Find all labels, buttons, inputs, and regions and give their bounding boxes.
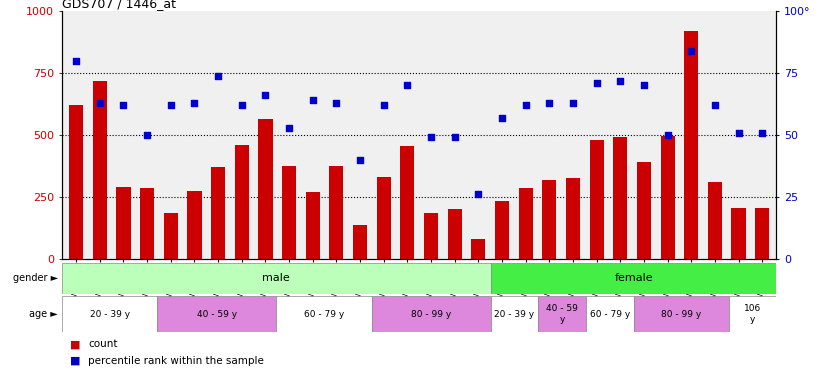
Bar — [401, 146, 415, 259]
Point — [519, 102, 532, 108]
Bar — [732, 208, 746, 259]
Point — [543, 100, 556, 106]
Point — [69, 58, 83, 64]
Bar — [684, 31, 698, 259]
Point — [567, 100, 580, 106]
Bar — [235, 145, 249, 259]
Bar — [353, 225, 367, 259]
Text: 80 - 99 y: 80 - 99 y — [661, 310, 701, 318]
Point — [93, 100, 107, 106]
Bar — [448, 209, 462, 259]
Bar — [62, 262, 491, 294]
Bar — [259, 119, 273, 259]
Bar — [590, 140, 604, 259]
Text: count: count — [88, 339, 118, 349]
Point — [732, 129, 745, 135]
Bar — [519, 188, 533, 259]
Bar — [62, 296, 157, 332]
Point — [140, 132, 154, 138]
Point — [235, 102, 249, 108]
Text: 80 - 99 y: 80 - 99 y — [411, 310, 451, 318]
Bar — [637, 162, 651, 259]
Text: 20 - 39 y: 20 - 39 y — [89, 310, 130, 318]
Bar — [330, 166, 344, 259]
Bar — [377, 177, 391, 259]
Bar — [661, 136, 675, 259]
Text: female: female — [615, 273, 653, 284]
Point — [306, 98, 320, 104]
Point — [116, 102, 130, 108]
Point — [638, 82, 651, 88]
Point — [448, 135, 461, 141]
Bar — [140, 188, 154, 259]
Text: 40 - 59
y: 40 - 59 y — [546, 304, 578, 324]
Text: age ►: age ► — [29, 309, 58, 319]
Point — [425, 135, 438, 141]
Point — [709, 102, 722, 108]
Point — [685, 48, 698, 54]
Text: percentile rank within the sample: percentile rank within the sample — [88, 356, 264, 366]
Text: 60 - 79 y: 60 - 79 y — [590, 310, 630, 318]
Bar — [729, 296, 776, 332]
Bar — [708, 182, 722, 259]
Bar — [116, 187, 131, 259]
Point — [259, 92, 272, 98]
Point — [211, 73, 225, 79]
Bar — [586, 296, 634, 332]
Bar — [634, 296, 729, 332]
Bar — [306, 192, 320, 259]
Bar — [539, 296, 586, 332]
Bar — [566, 178, 580, 259]
Text: 20 - 39 y: 20 - 39 y — [495, 310, 534, 318]
Point — [756, 129, 769, 135]
Bar — [188, 190, 202, 259]
Point — [401, 82, 414, 88]
Point — [354, 157, 367, 163]
Bar — [164, 213, 178, 259]
Bar — [424, 213, 438, 259]
Point — [472, 191, 485, 197]
Text: 106
y: 106 y — [744, 304, 762, 324]
Bar — [495, 201, 509, 259]
Point — [188, 100, 201, 106]
Bar — [491, 262, 776, 294]
Bar — [282, 166, 297, 259]
Point — [614, 78, 627, 84]
Text: 60 - 79 y: 60 - 79 y — [304, 310, 344, 318]
Bar — [372, 296, 491, 332]
Bar — [472, 239, 486, 259]
Point — [661, 132, 674, 138]
Text: male: male — [263, 273, 290, 284]
Bar — [491, 296, 539, 332]
Text: 40 - 59 y: 40 - 59 y — [197, 310, 237, 318]
Point — [282, 124, 296, 130]
Point — [590, 80, 603, 86]
Point — [377, 102, 391, 108]
Bar — [276, 296, 372, 332]
Text: ■: ■ — [70, 356, 81, 366]
Bar — [69, 105, 83, 259]
Text: ■: ■ — [70, 339, 81, 349]
Bar — [613, 138, 628, 259]
Point — [496, 115, 509, 121]
Bar — [93, 81, 107, 259]
Text: GDS707 / 1446_at: GDS707 / 1446_at — [62, 0, 176, 10]
Bar — [211, 167, 225, 259]
Bar — [542, 180, 557, 259]
Bar — [755, 208, 769, 259]
Point — [330, 100, 343, 106]
Text: gender ►: gender ► — [12, 273, 58, 284]
Bar — [157, 296, 276, 332]
Point — [164, 102, 178, 108]
